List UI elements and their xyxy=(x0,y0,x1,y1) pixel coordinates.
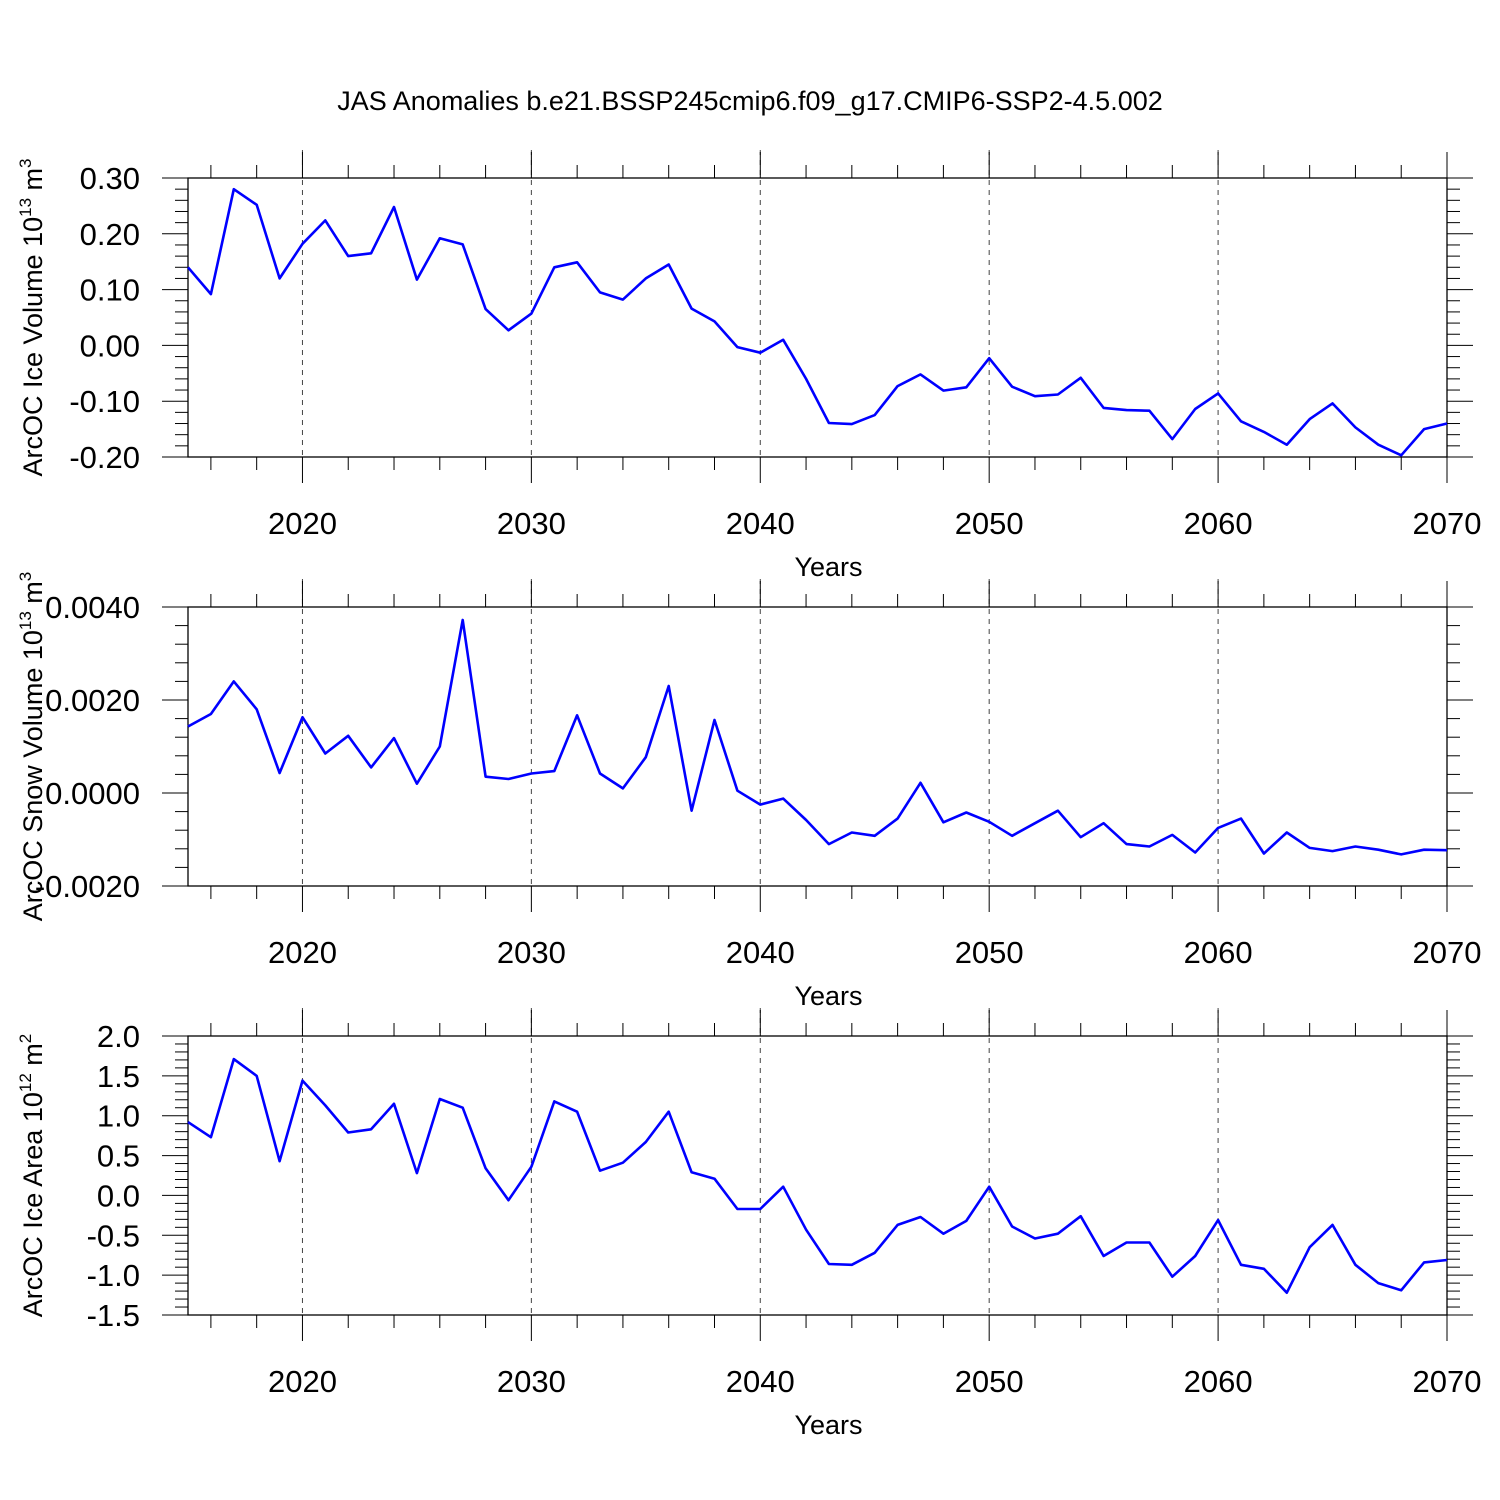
series-line xyxy=(187,1057,1448,1294)
y-tick-label: 0.20 xyxy=(80,217,140,252)
x-tick-label: 2070 xyxy=(1413,1364,1482,1399)
x-tick-label: 2040 xyxy=(726,1364,795,1399)
x-tick-label: 2020 xyxy=(268,1364,337,1399)
y-axis-title-text: ArcOC Snow Volume 10 xyxy=(18,630,48,921)
y-tick-label: 0.0 xyxy=(97,1178,140,1213)
y-axis-title-text: ArcOC Ice Volume 10 xyxy=(18,217,48,477)
x-tick-label: 2060 xyxy=(1184,506,1253,541)
plot-frame xyxy=(187,177,1448,458)
x-tick-label: 2030 xyxy=(497,506,566,541)
y-tick-label: 0.0000 xyxy=(45,776,140,811)
x-tick-label: 2050 xyxy=(955,506,1024,541)
y-tick-label: 0.10 xyxy=(80,273,140,308)
y-tick-label: 0.00 xyxy=(80,328,140,363)
y-tick-label: 0.0020 xyxy=(45,683,140,718)
y-tick-label: -1.0 xyxy=(87,1258,140,1293)
y-axis-title-unit-exponent: 2 xyxy=(16,1034,35,1043)
y-axis-title: ArcOC Ice Volume 1013 m3 xyxy=(16,158,48,476)
panel-3: -1.5 -1.0 -0.5 0.0 0.5 1.0 1.5 2.0 2020 2030 2040 2… xyxy=(16,1008,1481,1440)
y-tick-label: 0.0040 xyxy=(45,590,140,625)
y-tick-label: 0.5 xyxy=(97,1139,140,1174)
x-tick-label: 2050 xyxy=(955,1364,1024,1399)
x-tick-label: 2030 xyxy=(497,935,566,970)
y-axis-title-exponent: 12 xyxy=(16,1073,35,1092)
panel-1: -0.20 -0.10 0.00 0.10 0.20 0.30 2020 2030 2040 20… xyxy=(16,150,1481,582)
x-tick-label: 2060 xyxy=(1184,1364,1253,1399)
y-axis-title-unit-exponent: 3 xyxy=(16,158,35,167)
y-axis-title-unit-exponent: 3 xyxy=(16,572,35,581)
plot-frame xyxy=(187,1035,1448,1316)
x-tick-label: 2070 xyxy=(1413,506,1482,541)
y-tick-label: -0.10 xyxy=(69,384,140,419)
y-tick-label: 0.30 xyxy=(80,161,140,196)
x-tick-label: 2060 xyxy=(1184,935,1253,970)
y-tick-label: 1.5 xyxy=(97,1059,140,1094)
x-tick-label: 2070 xyxy=(1413,935,1482,970)
x-tick-label: 2040 xyxy=(726,506,795,541)
x-tick-label: 2020 xyxy=(268,935,337,970)
y-tick-label: -0.0020 xyxy=(35,869,140,904)
y-axis-title: ArcOC Ice Area 1012 m2 xyxy=(16,1034,48,1318)
x-axis-title: Years xyxy=(794,981,862,1011)
y-tick-label: -0.20 xyxy=(69,440,140,475)
series-line xyxy=(187,187,1448,457)
y-axis-title-exponent: 13 xyxy=(16,611,35,630)
x-axis-title: Years xyxy=(794,1410,862,1440)
y-axis-title-unit: m xyxy=(18,1043,48,1073)
x-tick-label: 2040 xyxy=(726,935,795,970)
y-tick-label: -0.5 xyxy=(87,1218,140,1253)
y-tick-label: 2.0 xyxy=(97,1019,140,1054)
y-tick-label: 1.0 xyxy=(97,1099,140,1134)
y-tick-label: -1.5 xyxy=(87,1298,140,1333)
y-axis-title-text: ArcOC Ice Area 10 xyxy=(18,1092,48,1317)
plot-frame xyxy=(187,606,1448,887)
x-tick-label: 2030 xyxy=(497,1364,566,1399)
y-axis-title-unit: m xyxy=(18,168,48,198)
y-axis-title-exponent: 13 xyxy=(16,198,35,217)
x-tick-label: 2020 xyxy=(268,506,337,541)
x-tick-label: 2050 xyxy=(955,935,1024,970)
x-axis-title: Years xyxy=(794,552,862,582)
y-axis-title: ArcOC Snow Volume 1013 m3 xyxy=(16,572,48,922)
panel-2: -0.0020 0.0000 0.0020 0.0040 2020 2030 2040 205… xyxy=(16,572,1481,1011)
figure-title: JAS Anomalies b.e21.BSSP245cmip6.f09_g17… xyxy=(337,86,1163,116)
y-axis-title-unit: m xyxy=(18,581,48,611)
series-line xyxy=(187,618,1448,856)
